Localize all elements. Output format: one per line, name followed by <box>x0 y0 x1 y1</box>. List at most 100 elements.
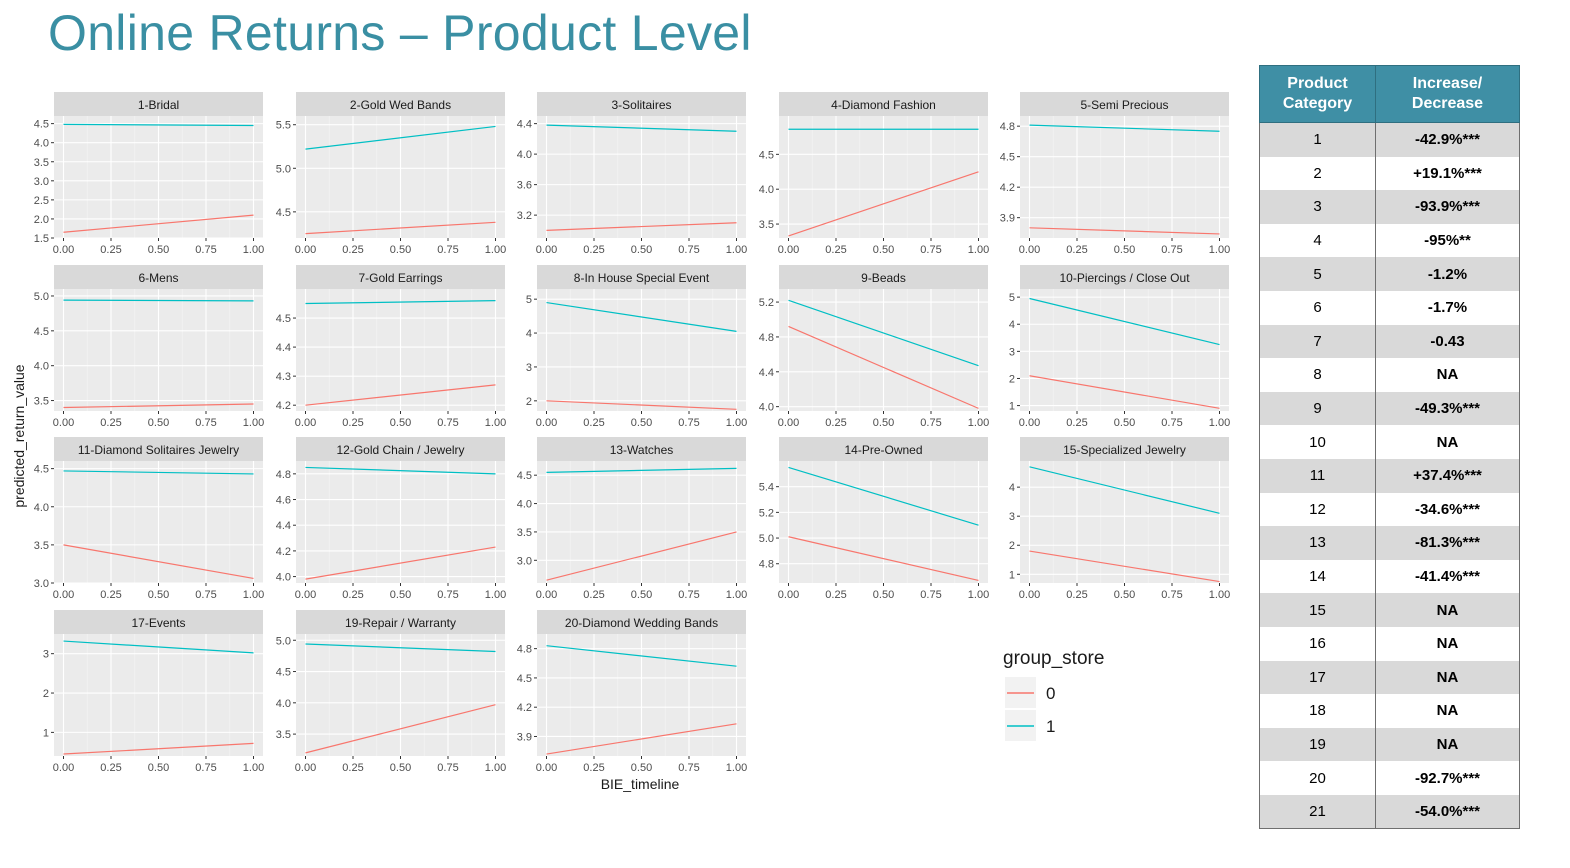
series-1-line <box>305 643 496 653</box>
y-tick-label: 4.2 <box>517 702 532 714</box>
series-1-line <box>305 466 496 475</box>
y-tick-label: 4.5 <box>517 673 532 685</box>
facet-title: 3-Solitaires <box>611 98 671 112</box>
y-tick-label: 4 <box>1009 482 1015 494</box>
series-1-line <box>1029 466 1220 514</box>
x-tick-label: 0.25 <box>825 417 846 429</box>
cell-change: NA <box>1375 626 1520 661</box>
x-tick-label: 0.00 <box>1019 589 1040 601</box>
cell-change: -34.6%*** <box>1375 492 1520 527</box>
y-tick-label: 2 <box>1009 540 1015 552</box>
x-tick-label: 0.00 <box>1019 244 1040 256</box>
series-0-line <box>788 536 979 582</box>
legend-label: 1 <box>1046 717 1055 736</box>
y-tick-label: 3.5 <box>276 729 291 741</box>
x-tick-label: 0.00 <box>53 589 74 601</box>
series-1-line <box>546 301 737 332</box>
y-tick-label: 5.0 <box>759 533 774 545</box>
y-tick-label: 3.5 <box>517 527 532 539</box>
facet-title: 15-Specialized Jewelry <box>1063 443 1186 457</box>
y-tick-label: 4.4 <box>517 119 532 131</box>
x-tick-label: 0.75 <box>920 417 941 429</box>
legend-label: 0 <box>1046 684 1055 703</box>
x-tick-label: 0.50 <box>631 589 652 601</box>
x-tick-label: 0.75 <box>195 589 216 601</box>
y-tick-label: 5.5 <box>276 120 291 132</box>
series-0-line <box>305 704 496 754</box>
y-tick-label: 4.5 <box>34 464 49 476</box>
x-tick-label: 0.00 <box>778 589 799 601</box>
series-0-line <box>546 723 737 755</box>
x-tick-label: 0.75 <box>678 244 699 256</box>
facet-title: 7-Gold Earrings <box>358 271 442 285</box>
facet-strip <box>537 437 746 461</box>
cell-category: 17 <box>1259 660 1376 695</box>
cell-category: 6 <box>1259 290 1376 325</box>
x-tick-label: 0.50 <box>873 244 894 256</box>
y-tick-label: 1 <box>1009 569 1015 581</box>
facet-strip <box>537 92 746 116</box>
x-tick-label: 0.00 <box>53 244 74 256</box>
series-1-line <box>63 123 254 127</box>
y-tick-label: 4.5 <box>34 119 49 131</box>
series-0-line <box>63 544 254 580</box>
y-tick-label: 3.9 <box>517 731 532 743</box>
x-tick-label: 1.00 <box>243 589 264 601</box>
x-tick-label: 1.00 <box>485 417 506 429</box>
series-0-line <box>1029 550 1220 583</box>
y-tick-label: 3.5 <box>34 540 49 552</box>
y-tick-label: 4.0 <box>517 149 532 161</box>
table-row: 7 -0.43 <box>1259 324 1520 359</box>
y-tick-label: 5.2 <box>759 297 774 309</box>
table-row: 14 -41.4%*** <box>1259 559 1520 594</box>
x-tick-label: 0.25 <box>825 589 846 601</box>
x-tick-label: 1.00 <box>726 589 747 601</box>
y-tick-label: 4.5 <box>759 149 774 161</box>
y-tick-label: 5.0 <box>276 635 291 647</box>
table-row: 9 -49.3%*** <box>1259 391 1520 426</box>
y-tick-label: 2.0 <box>34 214 49 226</box>
cell-category: 15 <box>1259 593 1376 627</box>
table-row: 20 -92.7%*** <box>1259 761 1520 795</box>
cell-category: 16 <box>1259 626 1376 661</box>
x-tick-label: 0.25 <box>100 417 121 429</box>
series-0-line <box>546 400 737 410</box>
cell-category: 11 <box>1259 458 1376 493</box>
cell-change: NA <box>1375 694 1520 728</box>
cell-change: -95%** <box>1375 223 1520 258</box>
cell-category: 19 <box>1259 727 1376 762</box>
y-tick-label: 5.4 <box>759 482 774 494</box>
y-tick-label: 4.4 <box>276 342 291 354</box>
y-tick-label: 4.0 <box>759 402 774 414</box>
cell-change: -49.3%*** <box>1375 391 1520 426</box>
facet-strip <box>54 437 263 461</box>
cell-change: -1.2% <box>1375 257 1520 291</box>
series-0-line <box>63 742 254 755</box>
table-row: 13 -81.3%*** <box>1259 526 1520 560</box>
x-tick-label: 0.00 <box>536 244 557 256</box>
x-tick-label: 0.50 <box>873 589 894 601</box>
x-tick-label: 0.25 <box>100 244 121 256</box>
y-tick-label: 3.0 <box>517 555 532 567</box>
x-tick-label: 0.00 <box>1019 417 1040 429</box>
y-tick-label: 3.5 <box>759 219 774 231</box>
y-tick-label: 1 <box>43 727 49 739</box>
y-tick-label: 2 <box>526 396 532 408</box>
y-tick-label: 4 <box>1009 319 1015 331</box>
cell-category: 9 <box>1259 391 1376 426</box>
x-tick-label: 1.00 <box>485 762 506 774</box>
y-tick-label: 3 <box>526 362 532 374</box>
x-tick-label: 1.00 <box>485 589 506 601</box>
series-0-line <box>305 384 496 406</box>
x-tick-label: 0.00 <box>295 589 316 601</box>
x-tick-label: 0.00 <box>295 244 316 256</box>
series-0-line <box>305 546 496 580</box>
y-tick-label: 4.8 <box>276 469 291 481</box>
legend-title: group_store <box>1003 648 1104 669</box>
x-tick-label: 0.25 <box>1066 417 1087 429</box>
y-tick-label: 4.0 <box>759 184 774 196</box>
x-tick-label: 1.00 <box>726 762 747 774</box>
x-tick-label: 0.50 <box>148 244 169 256</box>
cell-change: -92.7%*** <box>1375 761 1520 795</box>
y-tick-label: 3.6 <box>517 180 532 192</box>
